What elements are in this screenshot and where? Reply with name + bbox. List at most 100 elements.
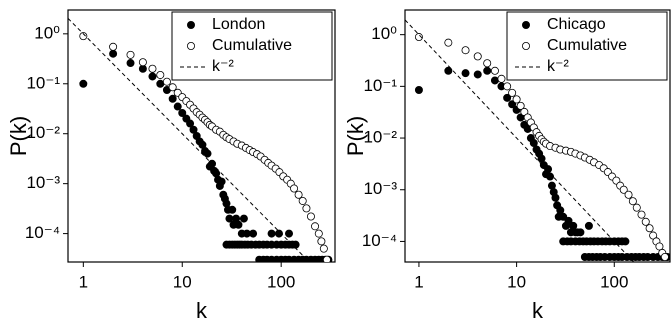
y-tick-label: 10⁰ bbox=[34, 23, 60, 42]
x-tick-label: 1 bbox=[414, 272, 423, 291]
point bbox=[551, 193, 560, 202]
open-point bbox=[79, 32, 88, 41]
open-point bbox=[624, 190, 633, 199]
point bbox=[547, 181, 556, 190]
y-tick-label: 10⁻² bbox=[363, 128, 397, 147]
legend-label: London bbox=[212, 16, 265, 33]
open-point bbox=[490, 66, 499, 75]
point bbox=[217, 177, 226, 186]
point bbox=[126, 59, 135, 68]
point bbox=[189, 125, 198, 134]
open-point bbox=[503, 82, 512, 91]
x-tick-label: 10 bbox=[173, 272, 192, 291]
legend-box bbox=[506, 11, 668, 81]
point bbox=[461, 69, 470, 78]
open-point bbox=[148, 64, 157, 73]
point bbox=[274, 229, 283, 238]
y-tick-label: 10⁰ bbox=[371, 24, 397, 43]
open-point bbox=[637, 210, 646, 219]
open-point bbox=[322, 255, 331, 262]
point bbox=[503, 93, 512, 102]
point bbox=[508, 100, 517, 109]
point bbox=[544, 165, 553, 174]
point bbox=[225, 214, 234, 223]
open-point bbox=[641, 217, 650, 226]
open-point bbox=[655, 242, 664, 251]
x-tick-label: 10 bbox=[507, 272, 526, 291]
legend-marker bbox=[522, 20, 531, 29]
reference-line bbox=[68, 18, 310, 262]
point bbox=[576, 228, 585, 237]
point bbox=[584, 221, 593, 230]
open-point bbox=[306, 212, 315, 221]
point bbox=[291, 240, 300, 249]
y-tick-label: 10⁻³ bbox=[363, 179, 397, 198]
y-axis-title: P(k) bbox=[343, 116, 368, 156]
open-point bbox=[461, 46, 470, 55]
open-point bbox=[314, 229, 323, 238]
open-point bbox=[319, 244, 328, 253]
point bbox=[234, 220, 243, 229]
plot-area bbox=[68, 18, 333, 262]
open-point bbox=[508, 88, 517, 97]
point bbox=[109, 49, 118, 58]
open-point bbox=[311, 222, 320, 231]
open-point bbox=[298, 196, 307, 205]
y-tick-label: 10⁻⁴ bbox=[25, 223, 60, 242]
open-point bbox=[414, 33, 423, 42]
open-point bbox=[660, 252, 669, 261]
legend-label: Cumulative bbox=[547, 37, 627, 54]
y-tick-label: 10⁻⁴ bbox=[362, 231, 397, 250]
open-point bbox=[317, 237, 326, 246]
open-point bbox=[516, 101, 525, 110]
point bbox=[473, 70, 482, 79]
open-point bbox=[294, 190, 303, 199]
legend-label: k⁻² bbox=[212, 58, 234, 75]
point bbox=[556, 206, 565, 215]
point bbox=[285, 229, 294, 238]
open-point bbox=[162, 77, 171, 86]
point bbox=[483, 66, 492, 75]
open-point bbox=[473, 52, 482, 61]
x-tick-label: 1 bbox=[79, 272, 88, 291]
point bbox=[444, 66, 453, 75]
open-point bbox=[444, 38, 453, 47]
open-point bbox=[126, 50, 135, 59]
open-point bbox=[628, 197, 637, 206]
open-point bbox=[109, 42, 118, 51]
open-point bbox=[290, 184, 299, 193]
y-axis-title: P(k) bbox=[6, 116, 31, 156]
point bbox=[156, 79, 165, 88]
panel: 1 10 100 10⁻⁴ 10⁻³ 10⁻² 10⁻¹ 10⁰ k P(k) London Cumu… bbox=[6, 9, 336, 322]
open-point bbox=[632, 203, 641, 212]
open-point bbox=[302, 204, 311, 213]
legend-box bbox=[171, 11, 333, 81]
open-point bbox=[168, 83, 177, 92]
panel: 1 10 100 10⁻⁴ 10⁻³ 10⁻² 10⁻¹ 10⁰ k P(k) Chicago Cum… bbox=[343, 9, 671, 322]
point bbox=[203, 149, 212, 158]
point bbox=[79, 79, 88, 88]
open-point bbox=[156, 70, 165, 79]
y-tick-label: 10⁻¹ bbox=[26, 73, 60, 92]
legend-marker bbox=[522, 42, 531, 51]
open-point bbox=[483, 59, 492, 68]
point bbox=[148, 72, 157, 81]
y-tick-label: 10⁻² bbox=[26, 123, 60, 142]
point bbox=[621, 237, 630, 246]
x-tick-label: 100 bbox=[600, 272, 628, 291]
plot-frame bbox=[67, 9, 336, 263]
point bbox=[168, 94, 177, 103]
plot-area bbox=[405, 19, 670, 262]
open-point bbox=[619, 185, 628, 194]
open-point bbox=[497, 74, 506, 83]
open-point bbox=[645, 224, 654, 233]
legend-label: Chicago bbox=[547, 16, 606, 33]
point bbox=[173, 102, 182, 111]
legend-marker bbox=[186, 42, 195, 51]
point bbox=[414, 86, 423, 95]
open-point bbox=[138, 58, 147, 67]
point bbox=[239, 214, 248, 223]
legend-marker bbox=[186, 20, 195, 29]
x-axis-title: k bbox=[532, 298, 544, 322]
